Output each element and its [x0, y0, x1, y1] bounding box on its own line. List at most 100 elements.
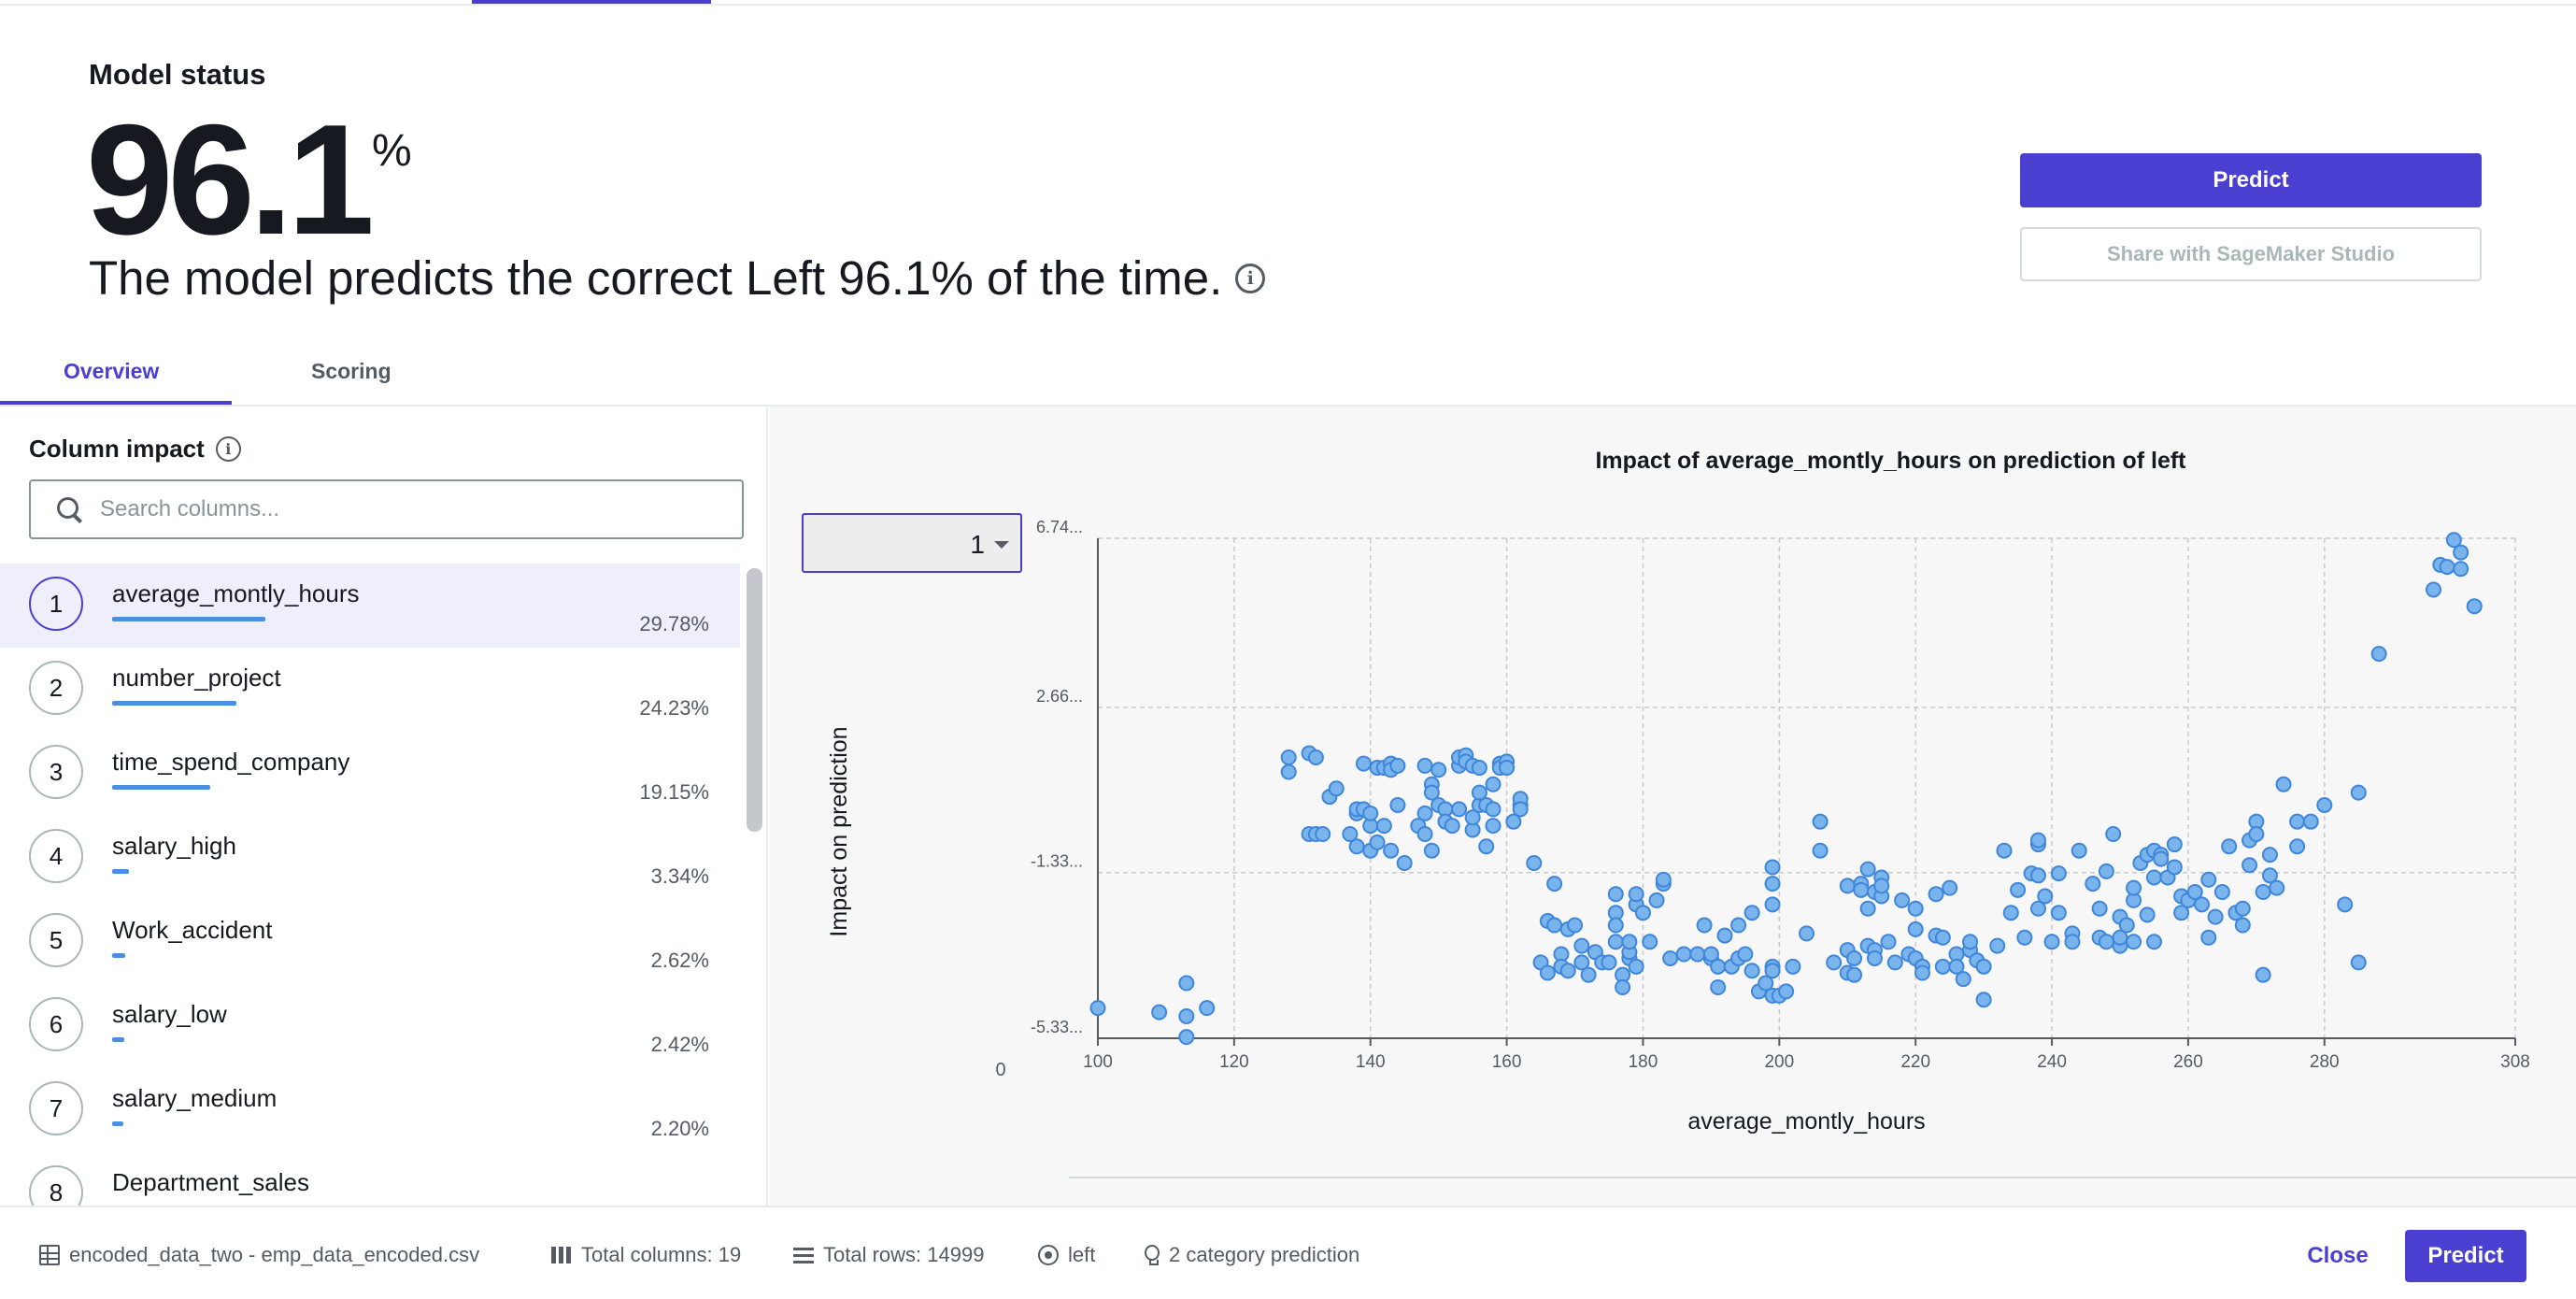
- tab-overview[interactable]: Overview: [64, 359, 160, 383]
- scatter-point: [2261, 847, 2278, 864]
- column-impact-percent: 24.23%: [639, 696, 709, 720]
- scatter-point: [1580, 966, 1597, 983]
- caret-down-icon: [994, 541, 1009, 549]
- column-row[interactable]: 4 salary_high 3.34%: [0, 816, 740, 900]
- scatter-point: [2194, 896, 2211, 913]
- column-rank-badge: 1: [29, 577, 83, 631]
- scatter-point: [1907, 900, 1924, 917]
- scatter-point: [2261, 867, 2278, 884]
- scatter-point: [1975, 992, 1992, 1008]
- scatter-point: [1778, 983, 1795, 1000]
- scatter-point: [1451, 801, 1468, 818]
- scatter-point: [1730, 917, 1747, 934]
- scatter-point: [2029, 900, 2046, 917]
- x-tick-label: 180: [1629, 1052, 1658, 1072]
- footer-dataset-text: encoded_data_two - emp_data_encoded.csv: [69, 1243, 480, 1266]
- info-icon[interactable]: i: [1235, 263, 1266, 293]
- scatter-point: [2453, 561, 2469, 578]
- scatter-point: [1328, 780, 1345, 797]
- scatter-point: [1859, 861, 1876, 878]
- scatter-point: [2439, 559, 2455, 576]
- column-row[interactable]: 6 salary_low 2.42%: [0, 984, 740, 1068]
- footer-total-rows: Total rows: 14999: [793, 1243, 984, 1267]
- scatter-point: [1389, 796, 1406, 813]
- info-icon[interactable]: i: [215, 436, 241, 462]
- x-tick-label: 240: [2037, 1052, 2067, 1072]
- scatter-point: [2234, 917, 2251, 934]
- scatter-point: [2050, 865, 2067, 882]
- scatter-point: [1812, 813, 1829, 830]
- search-columns-box: [29, 479, 744, 539]
- scatter-point: [2242, 857, 2258, 874]
- column-row[interactable]: 3 time_spend_company 19.15%: [0, 732, 740, 816]
- column-row[interactable]: 2 number_project 24.23%: [0, 648, 740, 732]
- scatter-point: [2316, 796, 2333, 813]
- column-row[interactable]: 7 salary_medium 2.20%: [0, 1068, 740, 1152]
- scatter-point: [1621, 934, 1638, 950]
- scatter-point: [1559, 963, 1576, 979]
- scatter-point: [2445, 532, 2462, 549]
- scatter-point: [2016, 929, 2033, 946]
- column-impact-percent: 2.62%: [650, 949, 709, 972]
- scatter-point: [1546, 876, 1563, 892]
- scatter-point: [2043, 934, 2060, 950]
- scatter-point: [1151, 1004, 1168, 1021]
- close-button[interactable]: Close: [2294, 1234, 2382, 1278]
- lightbulb-icon: [1145, 1245, 1160, 1265]
- column-row[interactable]: 1 average_montly_hours 29.78%: [0, 564, 740, 648]
- tab-scoring[interactable]: Scoring: [311, 359, 391, 383]
- x-tick-label: 100: [1083, 1052, 1113, 1072]
- column-impact-percent: 2.20%: [650, 1117, 709, 1140]
- predict-footer-button[interactable]: Predict: [2405, 1230, 2526, 1282]
- impact-chart-panel: Impact of average_montly_hours on predic…: [770, 407, 2576, 1206]
- column-list-scrollbar[interactable]: [747, 568, 762, 832]
- search-columns-input[interactable]: [100, 496, 707, 522]
- scatter-point: [2145, 934, 2162, 950]
- column-row[interactable]: 8 Department_sales: [0, 1152, 740, 1206]
- y-axis-label: Impact on prediction: [826, 726, 852, 936]
- y-tick-label: -5.33...: [1031, 1018, 1083, 1036]
- class-selector-dropdown[interactable]: 1: [802, 513, 1022, 573]
- column-impact-bar: [112, 701, 237, 706]
- scatter-point: [1089, 1000, 1106, 1017]
- scatter-point: [1648, 892, 1665, 908]
- column-impact-percent: 3.34%: [650, 864, 709, 888]
- top-tab-indicator: [472, 0, 711, 4]
- scatter-point: [2029, 832, 2046, 849]
- column-name: salary_high: [112, 832, 236, 860]
- column-impact-bar: [112, 1121, 124, 1126]
- scatter-point: [1423, 842, 1440, 859]
- scatter-point: [1307, 749, 1324, 765]
- scatter-point: [2126, 879, 2142, 896]
- scatter-point: [2166, 836, 2183, 853]
- scatter-point: [1696, 917, 1713, 934]
- footer-prediction-type-text: 2 category prediction: [1169, 1243, 1360, 1266]
- scatter-point: [2126, 934, 2142, 950]
- scatter-point: [1375, 818, 1392, 835]
- scatter-point: [1478, 838, 1495, 855]
- impact-scatter-chart: Impact of average_montly_hours on predic…: [826, 448, 2576, 1178]
- scatter-point: [1764, 859, 1781, 876]
- share-with-studio-button[interactable]: Share with SageMaker Studio: [2020, 227, 2482, 281]
- x-tick-label: 220: [1900, 1052, 1930, 1072]
- scatter-point: [1710, 958, 1727, 975]
- footer-bar: encoded_data_two - emp_data_encoded.csv …: [0, 1206, 2576, 1299]
- scatter-point: [1362, 805, 1379, 821]
- column-row[interactable]: 5 Work_accident 2.62%: [0, 900, 740, 984]
- y-tick-label: -1.33...: [1031, 852, 1083, 871]
- scatter-point: [1607, 886, 1624, 903]
- scatter-point: [1396, 855, 1413, 872]
- scatter-point: [1955, 971, 1971, 988]
- model-status-description: The model predicts the correct Left 96.1…: [89, 250, 1266, 306]
- scatter-point: [1642, 934, 1658, 950]
- scatter-point: [2350, 954, 2367, 971]
- scatter-point: [1886, 954, 1903, 971]
- scatter-point: [2153, 850, 2170, 867]
- scatter-point: [1601, 954, 1617, 971]
- column-impact-bar: [112, 617, 265, 621]
- predict-button[interactable]: Predict: [2020, 153, 2482, 207]
- scatter-point: [2173, 905, 2190, 921]
- scatter-point: [1199, 1000, 1216, 1017]
- footer-prediction-type: 2 category prediction: [1145, 1243, 1359, 1267]
- scatter-point: [2145, 869, 2162, 886]
